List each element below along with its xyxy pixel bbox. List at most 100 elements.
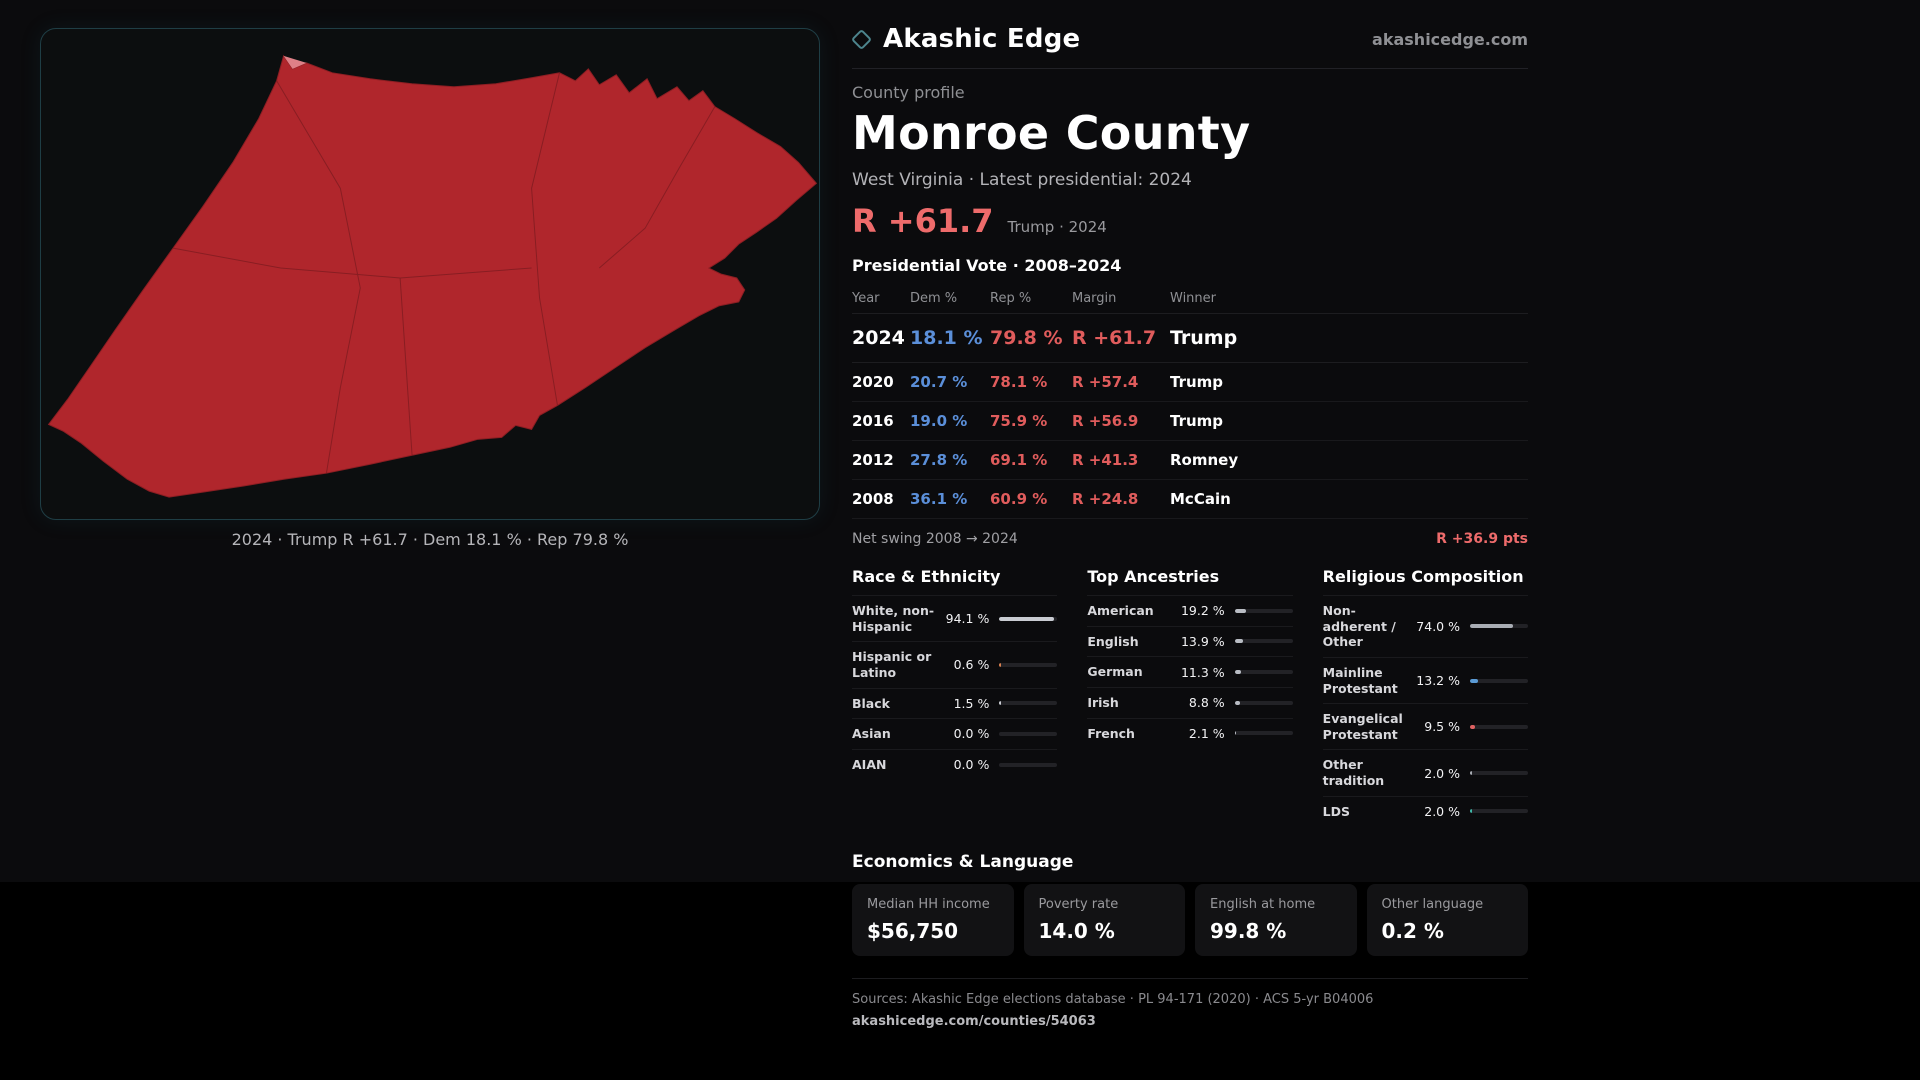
list-item: American 19.2 % [1087,595,1293,626]
list-item: AIAN 0.0 % [852,748,1058,780]
ancestry-value: 13.9 % [1180,633,1225,649]
bar-fill [1234,608,1246,613]
stat-value: 0.2 % [1381,919,1444,944]
stat-label: Median HH income [867,897,990,913]
ancestry-value: 2.1 % [1188,725,1225,741]
county-map [47,54,818,498]
table-row: 2024 18.1 % 79.8 % R +61.7 Trump [852,314,1528,363]
margin-cell: R +56.9 [1072,412,1139,430]
religion-value: 2.0 % [1424,765,1460,781]
religion-label: Evangelical Protestant [1322,711,1403,742]
bar-fill [1234,731,1237,736]
dem-cell: 36.1 % [910,490,968,508]
bar-track [1469,678,1528,683]
demographics-section: Race & Ethnicity White, non-Hispanic 94.… [852,567,1528,826]
race-value: 0.6 % [953,657,990,673]
year-cell: 2012 [852,451,894,469]
table-row: 2008 36.1 % 60.9 % R +24.8 McCain [852,480,1528,519]
race-value: 1.5 % [953,695,990,711]
race-value: 94.1 % [945,611,990,627]
bar-track [1469,724,1528,729]
race-column: Race & Ethnicity White, non-Hispanic 94.… [852,567,1058,826]
bar-fill [1469,624,1513,629]
bar-track [999,762,1058,767]
dem-cell: 20.7 % [910,373,968,391]
race-value: 0.0 % [953,757,990,773]
net-swing-value: R +36.9 pts [1436,531,1528,547]
religion-value: 74.0 % [1416,618,1460,634]
bar-fill [999,701,1002,706]
ancestry-label: German [1087,664,1143,680]
precinct-boundaries [172,72,716,474]
dem-cell: 19.0 % [910,412,968,430]
col-margin: Margin [1072,291,1117,306]
brand-name: Akashic Edge [883,24,1081,54]
rep-cell: 79.8 % [990,327,1063,349]
stat-card: Poverty rate 14.0 % [1023,884,1185,957]
footer-permalink[interactable]: akashicedge.com/counties/54063 [852,1014,1096,1030]
religion-value: 13.2 % [1416,673,1460,688]
list-item: Mainline Protestant 13.2 % [1322,656,1528,703]
race-label: Hispanic or Latino [852,649,932,680]
brand-site-link[interactable]: akashicedge.com [1372,29,1528,49]
bar-fill [1469,809,1472,814]
vote-table-title: Presidential Vote · 2008–2024 [852,256,1122,275]
bar-track [1234,670,1293,675]
col-year: Year [852,291,880,306]
ancestry-title: Top Ancestries [1087,567,1220,586]
race-title: Race & Ethnicity [852,567,1001,586]
county-map-panel [40,28,820,520]
brand-header: Akashic Edge akashicedge.com [850,24,1528,69]
list-item: LDS 2.0 % [1322,795,1528,827]
bar-fill [1469,678,1478,683]
rep-cell: 75.9 % [990,412,1048,430]
list-item: Other tradition 2.0 % [1322,749,1528,795]
ancestry-value: 8.8 % [1188,695,1225,711]
vote-table: Year Dem % Rep % Margin Winner 2024 18.1… [852,283,1528,519]
county-sliver [283,55,307,69]
list-item: English 13.9 % [1087,625,1293,657]
headline-context: Trump · 2024 [1007,218,1107,236]
bar-track [999,616,1058,621]
dem-cell: 18.1 % [910,327,983,349]
race-label: White, non-Hispanic [852,603,935,634]
list-item: Black 1.5 % [852,687,1058,719]
religion-label: Non-adherent / Other [1322,603,1396,650]
stat-card: Median HH income $56,750 [852,884,1014,957]
year-cell: 2020 [852,373,894,391]
list-item: White, non-Hispanic 94.1 % [852,595,1058,641]
religion-value: 2.0 % [1424,803,1460,819]
col-rep: Rep % [990,291,1032,306]
religion-title: Religious Composition [1322,567,1524,586]
race-label: Black [852,695,890,711]
winner-cell: Trump [1170,327,1238,349]
religion-column: Religious Composition Non-adherent / Oth… [1322,567,1528,827]
footer-sources: Sources: Akashic Edge elections database… [852,992,1374,1008]
list-item: French 2.1 % [1087,717,1293,749]
stat-value: 99.8 % [1210,919,1287,944]
list-item: Evangelical Protestant 9.5 % [1322,703,1528,749]
bar-track [1234,731,1293,736]
year-cell: 2008 [852,490,894,508]
race-label: AIAN [852,756,887,772]
race-value: 0.0 % [953,726,990,742]
race-label: Asian [852,726,891,742]
bar-track [999,662,1058,667]
winner-cell: Trump [1170,412,1224,430]
dem-cell: 27.8 % [910,451,968,469]
list-item: Hispanic or Latino 0.6 % [852,641,1058,687]
col-winner: Winner [1170,291,1217,306]
year-cell: 2024 [852,327,905,349]
headline-margin-row: R +61.7 Trump · 2024 [852,202,1528,240]
table-row: 2016 19.0 % 75.9 % R +56.9 Trump [852,402,1528,441]
page-title: Monroe County [852,106,1251,160]
margin-cell: R +24.8 [1072,490,1139,508]
table-row: 2012 27.8 % 69.1 % R +41.3 Romney [852,441,1528,480]
bar-track [1234,608,1293,613]
list-item: Irish 8.8 % [1087,686,1293,718]
bar-track [1469,809,1528,814]
ancestry-label: French [1087,725,1135,741]
bar-fill [1234,639,1243,644]
ancestry-label: American [1087,603,1154,618]
bar-fill [1234,700,1240,705]
